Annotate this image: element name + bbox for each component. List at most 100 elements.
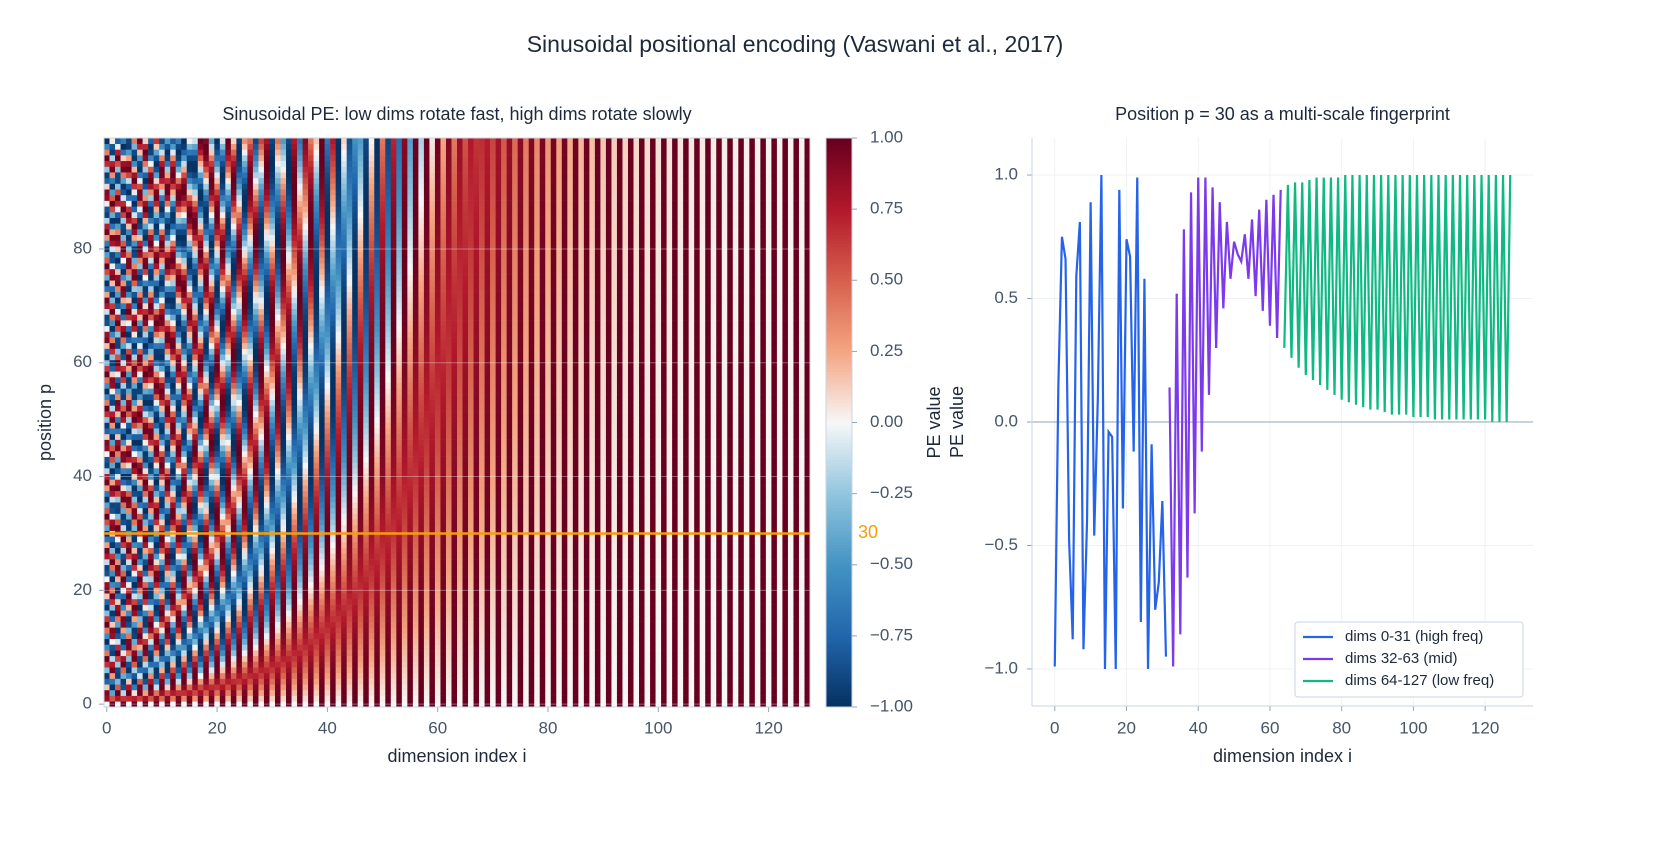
heatmap-cell [247, 513, 254, 520]
heatmap-cell [423, 570, 430, 577]
heatmap-cell [170, 576, 177, 583]
heatmap-cell [798, 689, 805, 696]
heatmap-cell [346, 604, 353, 611]
heatmap-cell [683, 598, 689, 605]
heatmap-cell [639, 541, 645, 548]
heatmap-cell [142, 678, 149, 685]
heatmap-cell [313, 587, 320, 594]
heatmap-cell [534, 507, 541, 514]
heatmap-cell [462, 633, 469, 640]
heatmap-cell [661, 672, 667, 679]
heatmap-cell [534, 485, 541, 492]
heatmap-cell [727, 644, 734, 651]
heatmap-cell [644, 672, 651, 679]
heatmap-cell [672, 559, 678, 566]
heatmap-cell [126, 598, 132, 605]
heatmap-cell [263, 627, 270, 634]
heatmap-cell [181, 689, 188, 696]
heatmap-cell [401, 581, 408, 588]
heatmap-cell [137, 541, 143, 548]
heatmap-cell [401, 672, 408, 679]
heatmap-cell [495, 701, 502, 708]
heatmap-cell [727, 485, 734, 492]
heatmap-cell [352, 633, 359, 640]
heatmap-cell [699, 627, 706, 634]
heatmap-cell [396, 627, 403, 634]
heatmap-cell [109, 541, 116, 548]
heatmap-cell [131, 627, 138, 634]
heatmap-cell [639, 661, 645, 668]
heatmap-cell [738, 667, 745, 674]
heatmap-cell [175, 604, 182, 611]
heatmap-cell [368, 672, 375, 679]
heatmap-cell [622, 633, 629, 640]
heatmap-cell [578, 564, 585, 571]
heatmap-cell [650, 604, 656, 611]
heatmap-cell [699, 502, 706, 509]
heatmap-cell [219, 485, 226, 492]
heatmap-cell [556, 559, 563, 566]
heatmap-cell [787, 547, 794, 554]
heatmap-cell [418, 553, 425, 560]
heatmap-cell [247, 621, 254, 628]
heatmap-cell [473, 581, 480, 588]
heatmap-cell [109, 689, 116, 696]
heatmap-cell [721, 519, 728, 526]
heatmap-cell [644, 496, 651, 503]
heatmap-cell [594, 633, 601, 640]
heatmap-cell [407, 678, 414, 685]
heatmap-cell [611, 661, 618, 668]
heatmap-cell [677, 507, 684, 514]
heatmap-cell [666, 502, 673, 509]
heatmap-cell [368, 627, 375, 634]
heatmap-cell [539, 559, 546, 566]
heatmap-cell [716, 496, 723, 503]
heatmap-cell [760, 667, 767, 674]
heatmap-cell [793, 621, 800, 628]
heatmap-cell [677, 513, 684, 520]
heatmap-cell [600, 695, 607, 702]
heatmap-cell [407, 615, 414, 622]
heatmap-cell [396, 701, 403, 708]
heatmap-cell [683, 667, 689, 674]
heatmap-cell [710, 559, 717, 566]
heatmap-cell [131, 598, 138, 605]
heatmap-cell [379, 490, 386, 497]
heatmap-cell [468, 678, 474, 685]
heatmap-cell [357, 689, 364, 696]
heatmap-cell [622, 678, 629, 685]
heatmap-cell [429, 581, 436, 588]
heatmap-cell [594, 689, 601, 696]
heatmap-cell [727, 593, 734, 600]
heatmap-cell [655, 587, 662, 594]
heatmap-cell [556, 695, 563, 702]
heatmap-cell [694, 513, 700, 520]
heatmap-cell [148, 541, 154, 548]
heatmap-cell [291, 610, 298, 617]
heatmap-cell [782, 547, 789, 554]
heatmap-cell [721, 570, 728, 577]
heatmap-cell [484, 644, 491, 651]
heatmap-cell [732, 672, 739, 679]
heatmap-cell [479, 496, 485, 503]
heatmap-cell [175, 627, 182, 634]
heatmap-cell [479, 519, 485, 526]
heatmap-cell [517, 689, 524, 696]
heatmap-cell [269, 507, 276, 514]
heatmap-cell [776, 655, 783, 662]
heatmap-cell [462, 559, 469, 566]
heatmap-cell [269, 536, 276, 543]
heatmap-cell [120, 604, 127, 611]
heatmap-cell [131, 684, 138, 691]
heatmap-cell [440, 496, 447, 503]
heatmap-cell [512, 661, 518, 668]
heatmap-cell [192, 576, 199, 583]
heatmap-cell [501, 655, 507, 662]
heatmap-cell [363, 661, 370, 668]
heatmap-cell [594, 485, 601, 492]
heatmap-cell [346, 587, 353, 594]
heatmap-cell [330, 490, 336, 497]
heatmap-cell [390, 513, 397, 520]
heatmap-cell [539, 524, 546, 531]
heatmap-cell [655, 667, 662, 674]
